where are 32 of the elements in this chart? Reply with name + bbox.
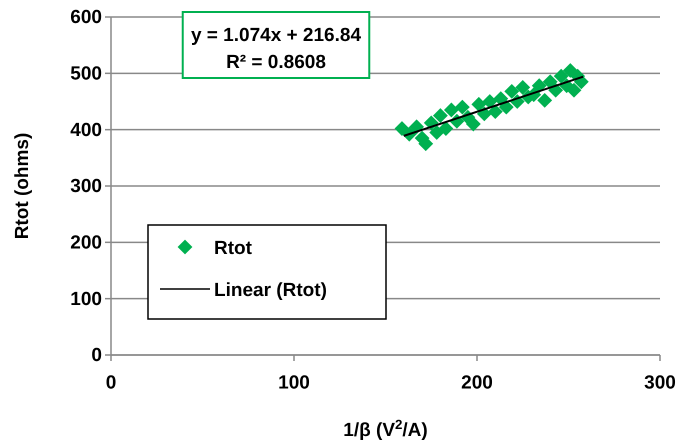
point bbox=[498, 100, 514, 115]
point bbox=[466, 116, 481, 132]
point bbox=[454, 100, 470, 115]
point bbox=[438, 121, 454, 136]
legend-label: Rtot bbox=[214, 238, 253, 259]
point bbox=[554, 68, 569, 84]
point bbox=[429, 125, 444, 140]
annotation: R² = 0.8608 bbox=[226, 52, 326, 73]
point bbox=[488, 104, 503, 120]
y-tick-label: 600 bbox=[70, 7, 102, 28]
y-tick-label: 500 bbox=[70, 63, 102, 84]
x-tick-label: 200 bbox=[461, 372, 493, 394]
point bbox=[515, 80, 530, 95]
annotation: y = 1.074x + 216.84 bbox=[190, 25, 362, 46]
point bbox=[566, 82, 582, 98]
y-tick-label: 100 bbox=[70, 288, 102, 310]
legend-label: Linear (Rtot) bbox=[214, 280, 327, 301]
point bbox=[504, 84, 520, 99]
point bbox=[432, 108, 448, 123]
x-tick-label: 100 bbox=[278, 372, 310, 394]
y-axis-title: Rtot (ohms) bbox=[12, 132, 33, 240]
y-tick-label: 400 bbox=[70, 120, 102, 141]
point bbox=[537, 92, 552, 108]
point bbox=[482, 94, 498, 109]
x-tick-label: 0 bbox=[106, 372, 116, 394]
y-tick-label: 0 bbox=[91, 345, 102, 366]
x-tick-label: 300 bbox=[644, 372, 676, 394]
y-tick-label: 200 bbox=[70, 232, 102, 254]
point bbox=[471, 96, 486, 112]
y-tick-label: 300 bbox=[70, 176, 102, 198]
x-axis-title: 1/β (V$^{2}$/A) bbox=[343, 416, 428, 441]
point bbox=[444, 102, 459, 118]
